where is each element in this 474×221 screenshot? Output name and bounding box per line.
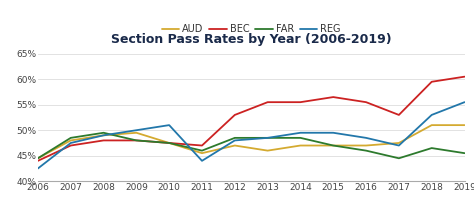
FAR (166, 142, 172, 144)
BEC (462, 75, 467, 78)
REG (134, 129, 139, 131)
REG (100, 134, 106, 137)
Line: AUD: AUD (38, 125, 465, 158)
BEC (134, 139, 139, 142)
AUD (134, 131, 139, 134)
AUD (68, 139, 73, 142)
REG (363, 137, 369, 139)
BEC (265, 101, 271, 103)
REG (35, 167, 41, 170)
BEC (363, 101, 369, 103)
AUD (429, 124, 435, 126)
AUD (462, 124, 467, 126)
BEC (166, 142, 172, 144)
REG (462, 101, 467, 103)
FAR (429, 147, 435, 149)
REG (199, 160, 205, 162)
REG (429, 114, 435, 116)
BEC (330, 96, 336, 98)
AUD (232, 144, 237, 147)
Line: REG: REG (38, 102, 465, 168)
Legend: AUD, BEC, FAR, REG: AUD, BEC, FAR, REG (162, 24, 341, 34)
AUD (298, 144, 303, 147)
FAR (265, 137, 271, 139)
FAR (134, 139, 139, 142)
FAR (396, 157, 402, 160)
FAR (298, 137, 303, 139)
FAR (232, 137, 237, 139)
REG (166, 124, 172, 126)
FAR (462, 152, 467, 154)
FAR (199, 149, 205, 152)
REG (232, 139, 237, 142)
Title: Section Pass Rates by Year (2006-2019): Section Pass Rates by Year (2006-2019) (111, 33, 392, 46)
REG (68, 142, 73, 144)
AUD (35, 157, 41, 160)
BEC (429, 80, 435, 83)
REG (396, 144, 402, 147)
REG (265, 137, 271, 139)
AUD (265, 149, 271, 152)
FAR (68, 137, 73, 139)
AUD (100, 134, 106, 137)
BEC (100, 139, 106, 142)
FAR (363, 149, 369, 152)
BEC (199, 144, 205, 147)
AUD (166, 142, 172, 144)
FAR (35, 157, 41, 160)
Line: FAR: FAR (38, 133, 465, 158)
BEC (232, 114, 237, 116)
Line: BEC: BEC (38, 77, 465, 161)
AUD (363, 144, 369, 147)
AUD (396, 142, 402, 144)
REG (298, 131, 303, 134)
FAR (330, 144, 336, 147)
AUD (199, 152, 205, 154)
REG (330, 131, 336, 134)
AUD (330, 144, 336, 147)
FAR (100, 131, 106, 134)
BEC (396, 114, 402, 116)
BEC (68, 144, 73, 147)
BEC (35, 160, 41, 162)
BEC (298, 101, 303, 103)
